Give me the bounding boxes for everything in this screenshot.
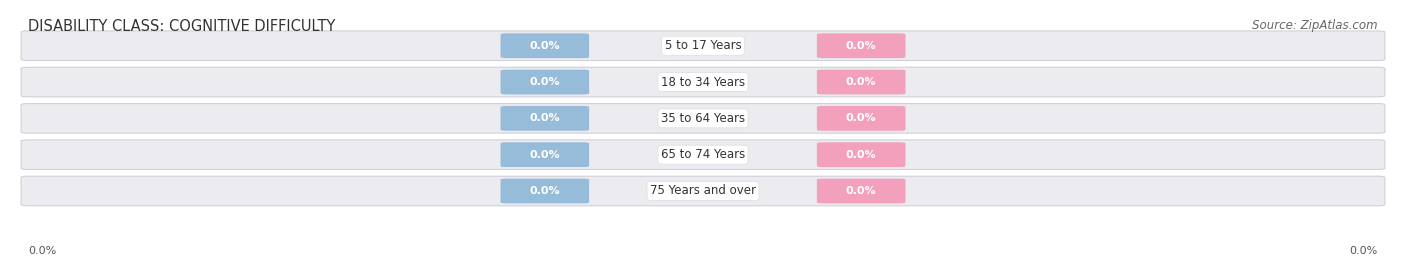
Text: 0.0%: 0.0% xyxy=(846,113,876,123)
Text: 0.0%: 0.0% xyxy=(530,150,560,160)
Text: 0.0%: 0.0% xyxy=(846,150,876,160)
Text: 0.0%: 0.0% xyxy=(1350,246,1378,256)
Text: Source: ZipAtlas.com: Source: ZipAtlas.com xyxy=(1253,19,1378,32)
Text: 0.0%: 0.0% xyxy=(28,246,56,256)
Text: 65 to 74 Years: 65 to 74 Years xyxy=(661,148,745,161)
Text: 0.0%: 0.0% xyxy=(846,41,876,51)
Text: 35 to 64 Years: 35 to 64 Years xyxy=(661,112,745,125)
Text: 0.0%: 0.0% xyxy=(846,77,876,87)
Text: 0.0%: 0.0% xyxy=(530,41,560,51)
Text: 0.0%: 0.0% xyxy=(846,186,876,196)
Text: 5 to 17 Years: 5 to 17 Years xyxy=(665,39,741,52)
Text: 0.0%: 0.0% xyxy=(530,186,560,196)
Text: 18 to 34 Years: 18 to 34 Years xyxy=(661,76,745,89)
Text: 75 Years and over: 75 Years and over xyxy=(650,185,756,197)
Legend: Male, Female: Male, Female xyxy=(662,228,779,238)
Text: 0.0%: 0.0% xyxy=(530,77,560,87)
Text: 0.0%: 0.0% xyxy=(530,113,560,123)
Text: DISABILITY CLASS: COGNITIVE DIFFICULTY: DISABILITY CLASS: COGNITIVE DIFFICULTY xyxy=(28,19,336,34)
